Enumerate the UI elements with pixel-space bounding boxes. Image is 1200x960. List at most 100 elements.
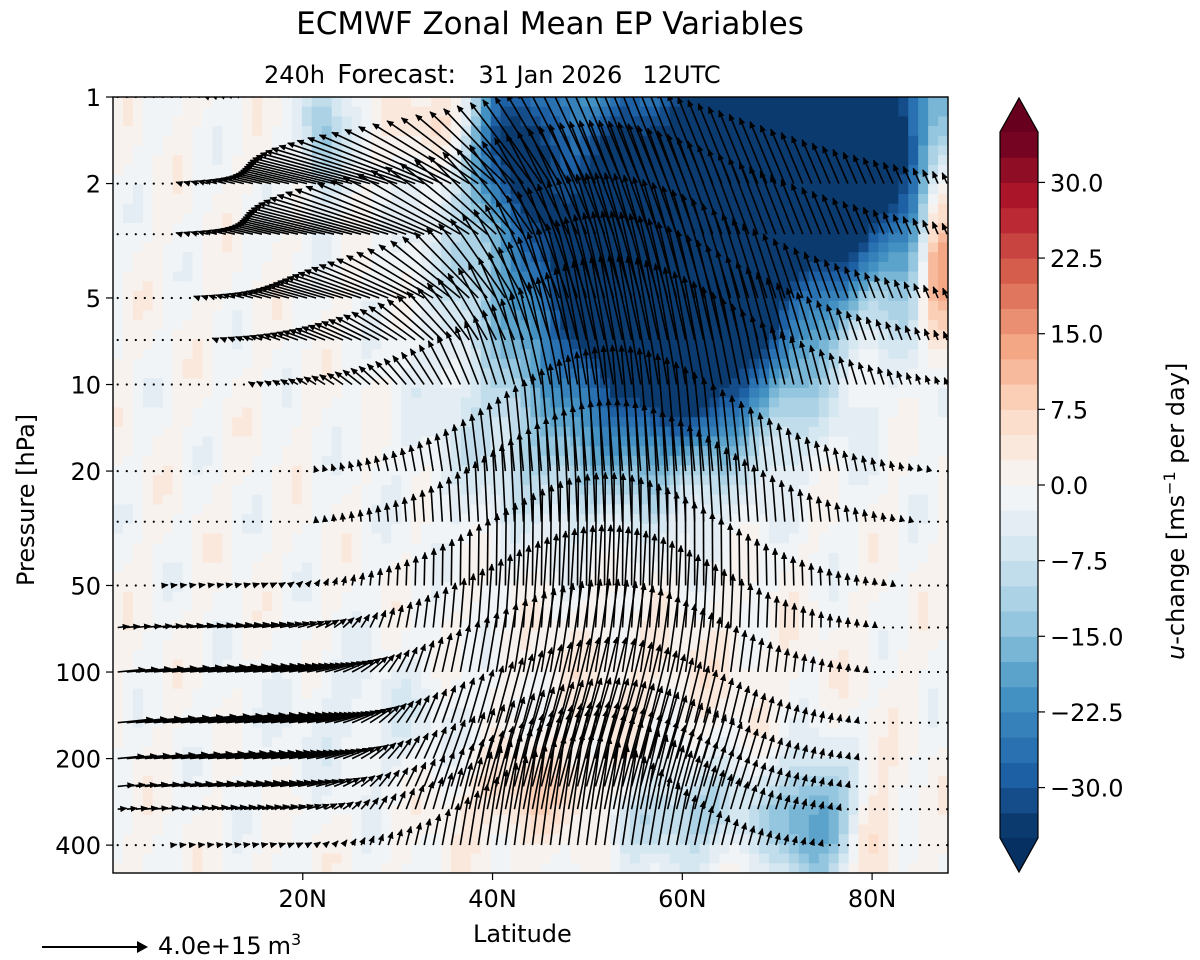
field-cell [441, 620, 452, 632]
field-cell [639, 649, 651, 661]
field-cell [560, 417, 571, 428]
field-cell [520, 116, 532, 127]
field-cell [371, 669, 382, 680]
field-cell [321, 533, 333, 544]
field-cell [142, 737, 154, 748]
field-cell [113, 174, 124, 185]
field-cell [510, 708, 522, 719]
field-cell [401, 552, 412, 564]
field-cell [411, 261, 422, 273]
field-cell [391, 659, 402, 670]
field-cell [202, 795, 213, 806]
field-cell [252, 853, 263, 864]
field-cell [222, 242, 233, 253]
field-cell [560, 494, 571, 505]
field-cell [341, 465, 353, 476]
field-cell [113, 252, 124, 263]
field-cell [421, 232, 432, 244]
field-cell [401, 805, 412, 816]
field-cell [172, 397, 184, 408]
field-cell [699, 640, 711, 651]
field-cell [301, 514, 313, 525]
field-cell [480, 523, 492, 535]
field-cell [570, 611, 581, 622]
field-cell [122, 552, 134, 564]
field-cell [172, 776, 184, 787]
field-cell [232, 853, 243, 864]
field-cell [162, 465, 174, 476]
field-cell [391, 737, 402, 748]
field-cell [113, 164, 124, 176]
field-cell [669, 281, 681, 292]
field-cell [361, 814, 373, 826]
field-cell [232, 271, 243, 282]
field-cell [202, 388, 213, 399]
field-cell [391, 795, 402, 806]
field-cell [619, 863, 631, 873]
field-cell [480, 174, 492, 185]
field-cell [391, 310, 402, 321]
field-cell [301, 455, 313, 467]
field-cell [242, 698, 253, 709]
field-cell [311, 97, 323, 108]
field-cell [649, 688, 661, 699]
field-cell [321, 863, 333, 873]
field-cell [232, 756, 243, 767]
field-cell [182, 203, 194, 214]
field-cell [142, 756, 154, 767]
field-cell [331, 300, 343, 311]
field-cell [699, 853, 711, 864]
field-cell [202, 611, 213, 622]
field-cell [401, 853, 412, 864]
field-cell [600, 135, 611, 147]
field-cell [450, 708, 462, 719]
field-cell [421, 106, 432, 117]
field-cell [540, 126, 551, 137]
field-cell [500, 135, 512, 147]
field-cell [540, 649, 551, 661]
field-cell [401, 814, 412, 826]
field-cell [699, 97, 711, 108]
field-cell [580, 805, 591, 816]
field-cell [142, 407, 154, 418]
field-cell [401, 339, 412, 350]
field-cell [202, 281, 213, 292]
field-cell [510, 320, 522, 331]
field-cell [460, 145, 472, 156]
field-cell [470, 746, 482, 758]
field-cell [719, 174, 730, 185]
field-cell [679, 834, 691, 845]
field-cell [132, 727, 144, 738]
field-cell [560, 116, 571, 127]
field-cell [272, 843, 283, 855]
field-cell [301, 261, 313, 273]
field-cell [152, 523, 164, 535]
field-cell [222, 397, 233, 408]
field-cell [182, 533, 194, 544]
field-cell [262, 446, 273, 457]
field-cell [610, 349, 621, 360]
field-cell [619, 455, 631, 467]
field-cell [232, 261, 243, 273]
field-cell [699, 863, 711, 873]
field-cell [441, 514, 452, 525]
field-cell [441, 601, 452, 612]
field-cell [301, 843, 313, 855]
field-cell [709, 514, 720, 525]
field-cell [411, 213, 422, 224]
field-cell [252, 766, 263, 777]
field-cell [500, 184, 512, 195]
field-cell [659, 863, 671, 873]
field-cell [162, 853, 174, 864]
field-cell [262, 155, 273, 166]
field-cell [202, 698, 213, 709]
field-cell [182, 601, 194, 612]
field-cell [580, 465, 591, 476]
field-cell [222, 756, 233, 767]
field-cell [361, 785, 373, 796]
field-cell [281, 853, 293, 864]
field-cell [361, 446, 373, 457]
field-cell [351, 397, 363, 408]
field-cell [470, 737, 482, 748]
field-cell [450, 795, 462, 806]
